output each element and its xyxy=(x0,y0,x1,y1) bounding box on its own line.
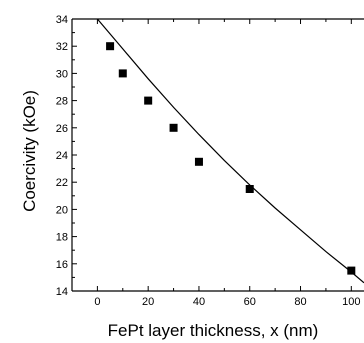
data-points-layer xyxy=(106,42,356,275)
x-tick-label: 20 xyxy=(142,296,154,308)
data-point xyxy=(106,42,115,51)
plot-frame xyxy=(71,18,364,292)
y-tick-label: 26 xyxy=(56,123,68,135)
y-tick-label: 16 xyxy=(56,259,68,271)
data-point xyxy=(245,185,254,193)
y-tick-label: 24 xyxy=(56,150,68,162)
x-tick-label: 100 xyxy=(342,296,360,308)
y-tick-label: 34 xyxy=(56,14,68,26)
y-tick-label: 18 xyxy=(56,232,68,244)
data-point xyxy=(118,69,127,78)
y-axis-title: Coercivity (kOe) xyxy=(20,90,39,212)
data-point xyxy=(144,96,153,105)
x-tick-label: 0 xyxy=(94,296,100,308)
y-tick-label: 28 xyxy=(56,96,68,108)
x-tick-label: 80 xyxy=(294,296,306,308)
y-tick-label: 30 xyxy=(56,68,68,80)
x-tick-label: 60 xyxy=(244,296,256,308)
y-tick-label: 14 xyxy=(56,286,68,298)
y-tick-label: 20 xyxy=(56,204,68,216)
ticks-layer: 0 20 40 60 80 100 14 16 18 20 22 24 26 28 30 32 34 xyxy=(56,14,361,308)
fit-curve xyxy=(96,19,364,284)
y-tick-label: 32 xyxy=(56,41,68,53)
data-point xyxy=(347,266,356,275)
x-axis-title: FePt layer thickness, x (nm) xyxy=(108,321,319,340)
fit-curve-layer xyxy=(96,19,364,284)
data-point xyxy=(169,123,178,132)
x-tick-label: 40 xyxy=(193,296,205,308)
data-point xyxy=(194,157,203,166)
y-tick-label: 22 xyxy=(56,177,68,189)
